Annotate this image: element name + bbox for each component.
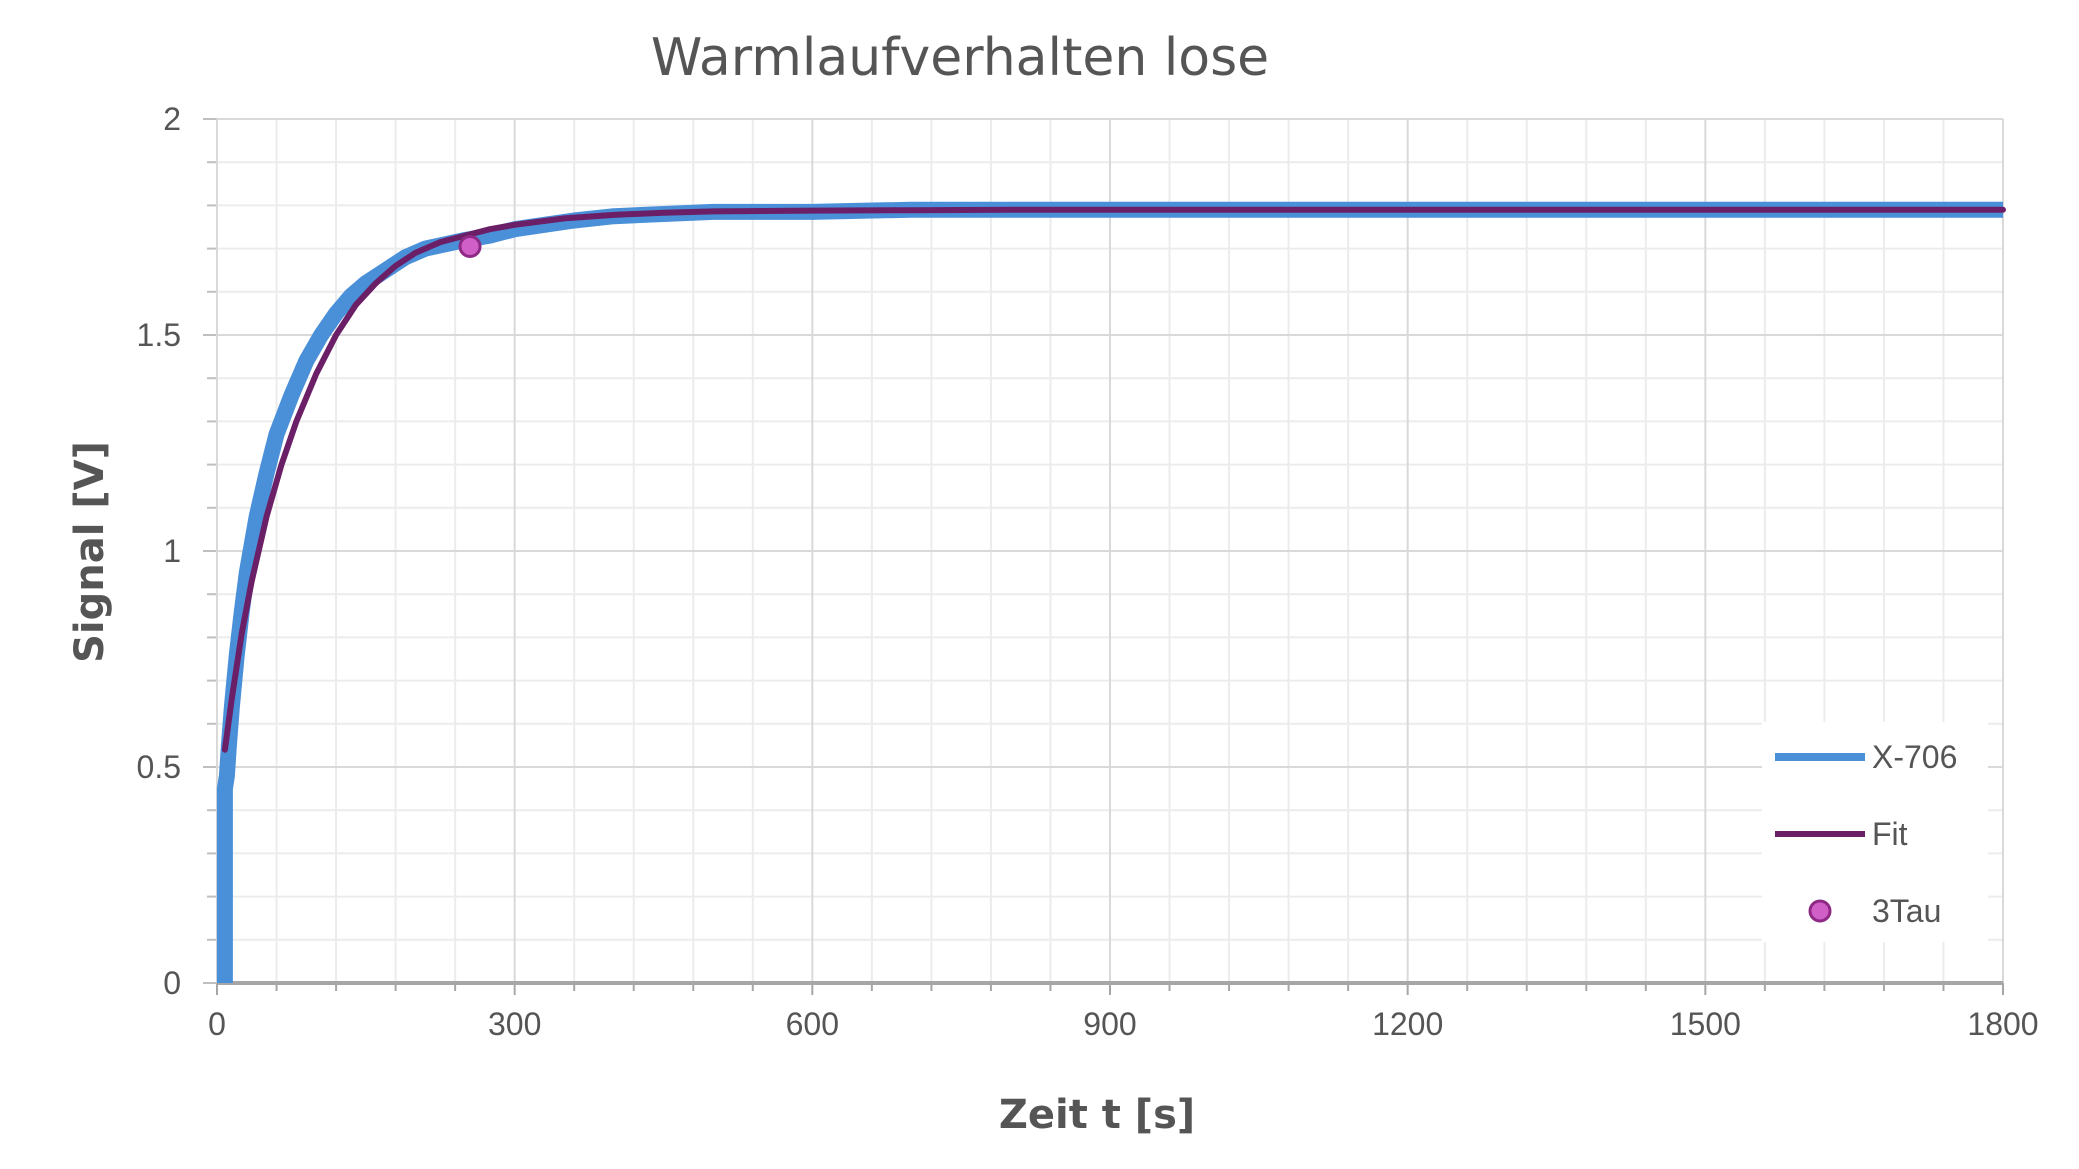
series-fit-line — [221, 206, 2006, 753]
chart-title: Warmlaufverhalten lose — [651, 28, 1269, 88]
y-tick-label: 0 — [163, 965, 181, 1001]
tau3-marker — [458, 234, 482, 258]
legend: X-706 Fit 3Tau — [1762, 722, 1988, 942]
x-tick-label: 0 — [208, 1006, 226, 1042]
y-axis-title: Signal [V] — [67, 441, 113, 663]
legend-swatch-3tau — [1808, 899, 1832, 923]
y-tick-label: 1 — [163, 533, 181, 569]
y-tick-label: 2 — [163, 101, 181, 137]
y-tick-label: 0.5 — [137, 749, 181, 785]
series-layer — [216, 201, 2006, 983]
x-tick-label: 600 — [786, 1006, 839, 1042]
y-tick-label: 1.5 — [137, 317, 181, 353]
x-tick-label: 1800 — [1967, 1006, 2038, 1042]
x-axis-title: Zeit t [s] — [999, 1092, 1195, 1138]
x-tick-label: 1500 — [1670, 1006, 1741, 1042]
x-tick-label: 900 — [1083, 1006, 1136, 1042]
x-tick-label: 1200 — [1372, 1006, 1443, 1042]
series-x706-line — [216, 201, 2003, 983]
legend-label: 3Tau — [1872, 893, 1941, 929]
legend-label: Fit — [1872, 816, 1908, 852]
legend-label: X-706 — [1872, 739, 1957, 775]
x-tick-label: 300 — [488, 1006, 541, 1042]
y-tick-labels: 0 0.5 1 1.5 2 — [137, 101, 181, 1001]
x-tick-labels: 0 300 600 900 1200 1500 1800 — [208, 1006, 2038, 1042]
